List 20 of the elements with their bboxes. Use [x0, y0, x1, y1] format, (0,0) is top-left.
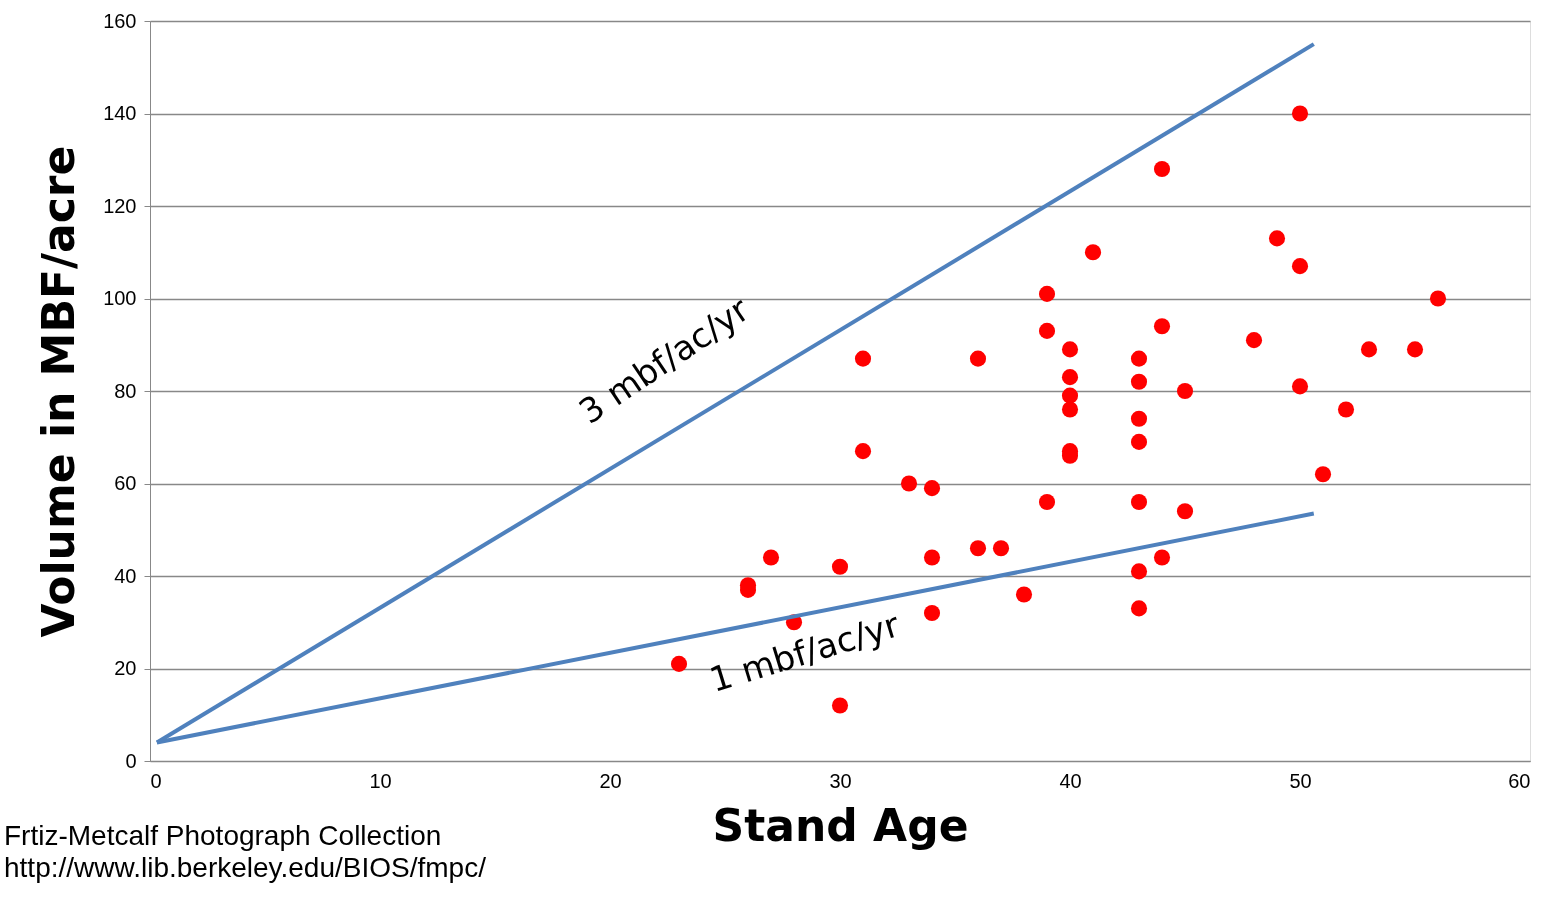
- y-tick-label: 140: [103, 102, 137, 124]
- y-tick-label: 120: [103, 194, 137, 217]
- x-tick-label: 60: [1508, 769, 1531, 792]
- x-tick-label: 40: [1059, 769, 1082, 792]
- y-tick-label: 160: [103, 9, 137, 32]
- y-axis-title: Volume in MBF/acre: [33, 145, 85, 638]
- x-tick-label: 50: [1289, 769, 1312, 792]
- y-tick-label: 40: [114, 564, 137, 587]
- y-tick-label: 60: [114, 472, 137, 494]
- text: http://www.lib.berkeley.edu/BIOS/fmpc/: [4, 852, 487, 883]
- y-tick-label: 0: [125, 749, 137, 772]
- text: Frtiz-Metcalf Photograph Collection: [4, 820, 442, 851]
- y-tick-label: 100: [103, 287, 137, 309]
- y-tick-label: 20: [114, 657, 137, 679]
- x-tick-label: 30: [829, 769, 852, 792]
- x-axis-title: Stand Age: [712, 799, 969, 851]
- x-tick-label: 0: [150, 769, 162, 792]
- y-tick-label: 80: [114, 379, 137, 402]
- x-tick-label: 20: [599, 769, 622, 792]
- x-tick-label: 10: [369, 769, 392, 792]
